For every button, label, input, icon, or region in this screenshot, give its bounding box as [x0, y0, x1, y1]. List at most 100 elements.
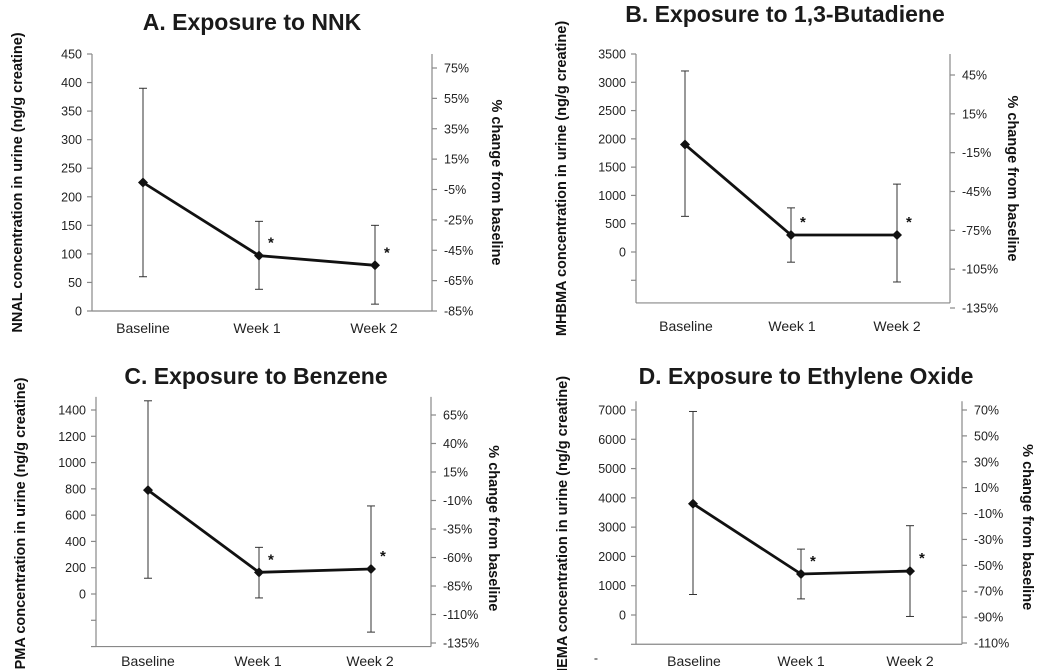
y2-tick-label: 35% — [444, 122, 469, 136]
y2-tick-label: -110% — [443, 608, 478, 622]
y2-tick-label: 50% — [974, 429, 999, 443]
y2-axis-label: % change from baseline — [1019, 444, 1035, 610]
y-tick-label: 200 — [61, 190, 82, 204]
y-tick-label: 450 — [61, 48, 82, 62]
y-axis-label: SPMA concentration in urine (ng/g creati… — [13, 377, 29, 670]
y2-tick-label: -45% — [962, 185, 991, 199]
data-point — [786, 230, 796, 241]
y-tick-label: 5000 — [598, 462, 626, 476]
y-tick-label: 6000 — [598, 433, 626, 447]
data-point — [370, 260, 380, 271]
y2-tick-label: -25% — [444, 213, 473, 227]
y2-tick-label: -10% — [443, 494, 472, 508]
y-tick-label: 7000 — [598, 404, 626, 418]
y2-tick-label: -85% — [444, 305, 473, 319]
data-point — [254, 567, 264, 578]
y2-tick-label: -60% — [443, 551, 472, 565]
y-tick-label: 3000 — [598, 521, 626, 535]
y2-axis-label: % change from baseline — [485, 445, 501, 611]
significance-marker: * — [384, 244, 390, 261]
significance-marker: * — [380, 548, 386, 565]
y-tick-label: 800 — [65, 482, 86, 496]
y2-tick-label: -135% — [962, 302, 998, 316]
y2-tick-label: -50% — [974, 559, 1003, 573]
x-tick-label: Week 1 — [777, 653, 824, 669]
y2-tick-label: -105% — [962, 263, 998, 277]
y2-tick-label: -45% — [444, 244, 473, 258]
y-tick-label: 3500 — [598, 48, 626, 62]
y2-tick-label: -110% — [974, 637, 1009, 651]
x-tick-label: Baseline — [116, 320, 170, 336]
y-axis-label: HEMA concentration in urine (ng/g creati… — [555, 376, 571, 670]
x-tick-label: Baseline — [121, 653, 175, 669]
y2-tick-label: 65% — [443, 409, 468, 423]
y-tick-label: 3000 — [598, 76, 626, 90]
y-axis-label: NNAL concentration in urine (ng/g creati… — [10, 32, 26, 332]
y-tick-label: 600 — [65, 509, 86, 523]
significance-marker: * — [919, 550, 925, 567]
y2-tick-label: -90% — [974, 611, 1003, 625]
y2-tick-label: -5% — [444, 183, 466, 197]
y2-tick-label: -65% — [444, 274, 473, 288]
y-tick-label: 1500 — [598, 161, 626, 175]
y2-tick-label: 10% — [974, 481, 999, 495]
y2-tick-label: 15% — [962, 107, 987, 121]
significance-marker: * — [268, 235, 274, 252]
y-axis-label: MHBMA concentration in urine (ng/g creat… — [554, 21, 570, 336]
y-tick-label: 250 — [61, 162, 82, 176]
y2-tick-label: -135% — [443, 637, 479, 651]
chart-panel-benzene: C. Exposure to Benzene 0 200 400 600 800 1000 1… — [13, 363, 501, 670]
y2-tick-label: 15% — [443, 466, 468, 480]
y-tick-label: 1000 — [598, 579, 626, 593]
y-tick-label: 150 — [61, 219, 82, 233]
y-tick-label: 500 — [605, 217, 626, 231]
chart-title: A. Exposure to NNK — [143, 9, 362, 35]
y-tick-label: 0 — [619, 609, 626, 623]
x-tick-label: Week 2 — [350, 320, 397, 336]
chart-panel-nnk: A. Exposure to NNK 0 50 100 150 200 250 300 350 4… — [10, 9, 504, 336]
y2-tick-label: 30% — [974, 455, 999, 469]
y2-tick-label: 75% — [444, 62, 469, 76]
y-tick-label: 2000 — [598, 132, 626, 146]
data-point — [138, 177, 148, 188]
chart-panel-butadiene: B. Exposure to 1,3-Butadiene 0 500 1000 1500… — [554, 1, 1020, 336]
y2-tick-label: 55% — [444, 92, 469, 106]
y2-tick-label: 70% — [974, 404, 999, 418]
chart-panel-ethylene-oxide: D. Exposure to Ethylene Oxide 0 1000 2000 30… — [555, 363, 1035, 670]
significance-marker: * — [800, 214, 806, 231]
y-tick-label: 2500 — [598, 104, 626, 118]
y-tick-label: 1200 — [58, 430, 86, 444]
y-tick-label: 1000 — [58, 456, 86, 470]
y2-tick-label: -35% — [443, 523, 472, 537]
y-tick-label: 100 — [61, 247, 82, 261]
data-point — [688, 498, 698, 509]
y2-tick-label: -15% — [962, 146, 991, 160]
data-point — [254, 250, 264, 261]
y-tick-label: 200 — [65, 561, 86, 575]
y2-axis-label: % change from baseline — [488, 100, 504, 266]
data-point — [796, 569, 806, 579]
significance-marker: * — [906, 214, 912, 231]
y-tick-label: 50 — [68, 276, 82, 290]
y-tick-label: 300 — [61, 133, 82, 147]
y-tick-label: 400 — [61, 76, 82, 90]
y2-axis-label: % change from baseline — [1004, 95, 1020, 261]
data-point — [143, 485, 153, 496]
y2-tick-label: 45% — [962, 69, 987, 83]
y-tick-label: 400 — [65, 535, 86, 549]
y2-tick-label: -85% — [443, 580, 472, 594]
y-tick-label: 2000 — [598, 550, 626, 564]
data-point — [680, 139, 690, 150]
y2-tick-label: -30% — [974, 533, 1003, 547]
y2-tick-label: 15% — [444, 153, 469, 167]
y2-tick-label: -10% — [974, 507, 1003, 521]
y2-tick-label: -70% — [974, 585, 1003, 599]
x-tick-label: Week 1 — [768, 318, 815, 334]
y2-tick-label: 40% — [443, 437, 468, 451]
chart-title: C. Exposure to Benzene — [124, 363, 387, 389]
significance-marker: * — [810, 553, 816, 570]
data-point — [892, 230, 902, 241]
x-tick-label: Week 2 — [346, 653, 393, 669]
x-tick-label: Week 1 — [234, 653, 281, 669]
